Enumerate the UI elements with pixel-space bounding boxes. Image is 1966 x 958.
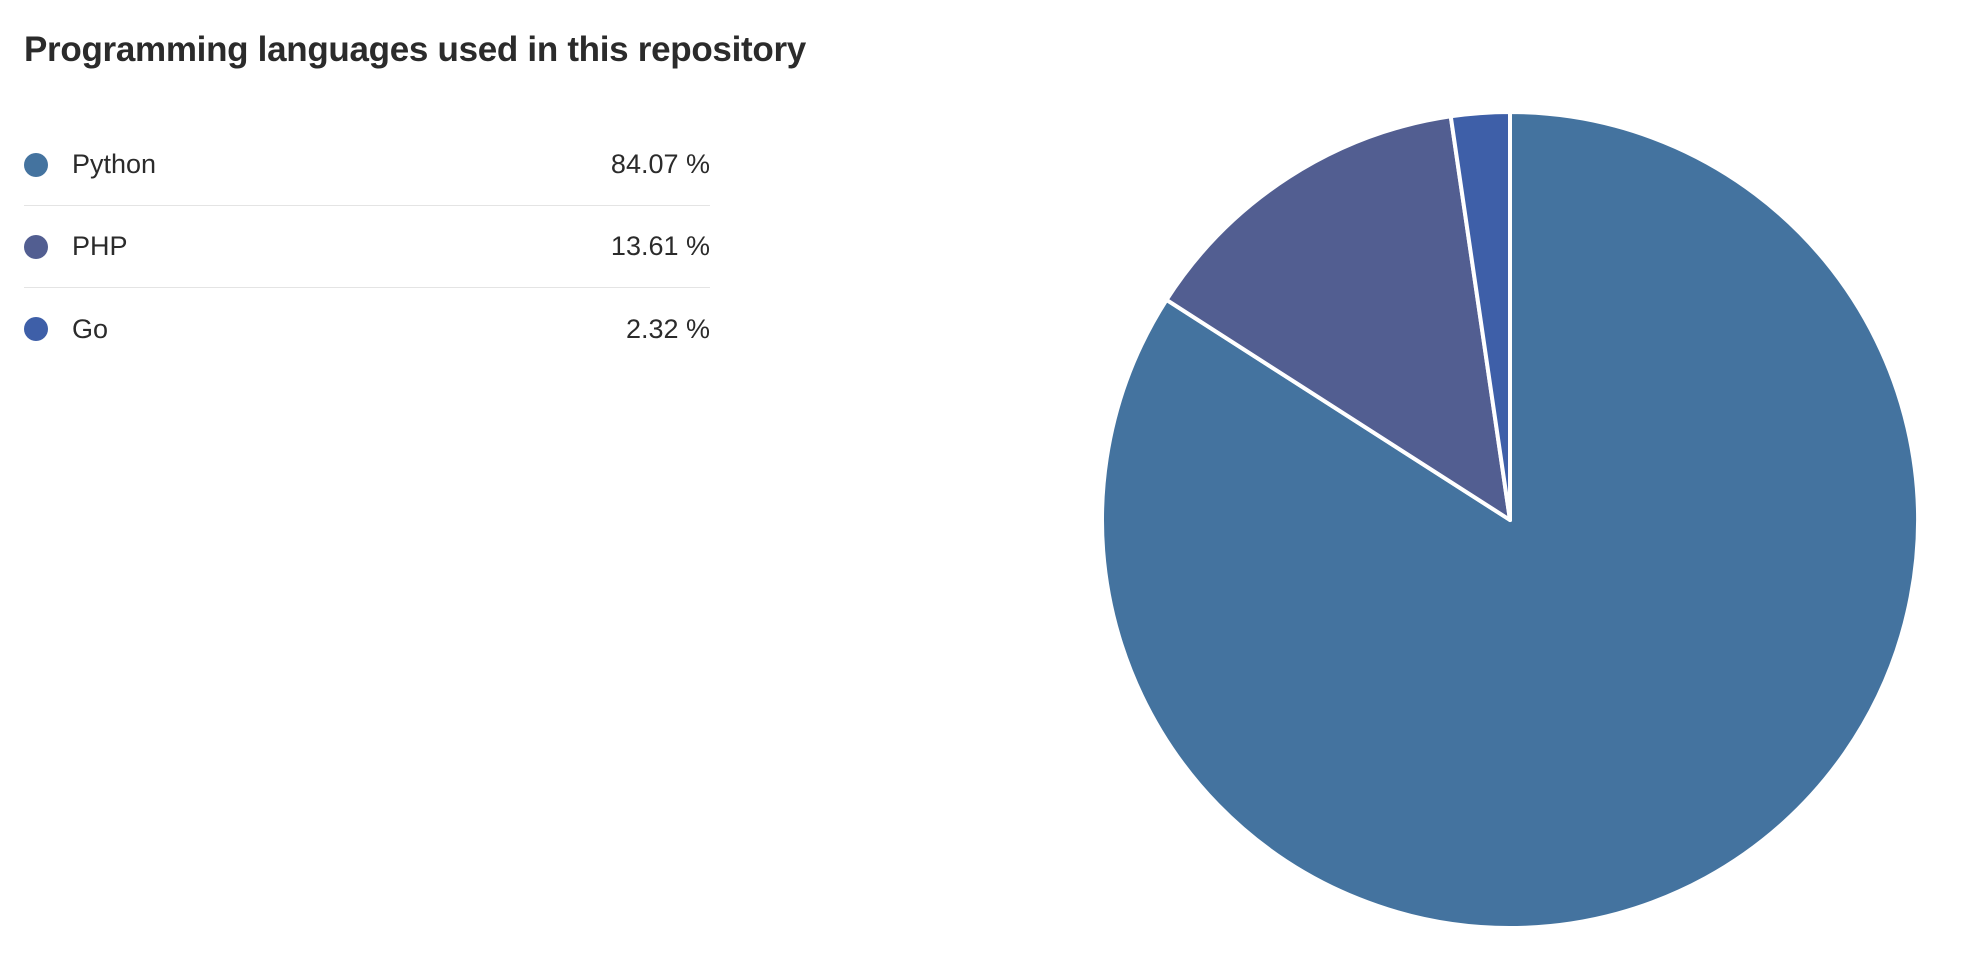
legend-label-go: Go: [72, 313, 109, 344]
pie-slice-python[interactable]: [1100, 110, 1920, 930]
legend-item-go: Go 2.32 %: [24, 288, 710, 370]
pie-slice-go[interactable]: [1448, 110, 1512, 522]
legend-item-python: Python 84.07 %: [24, 124, 710, 206]
pie-slice-php[interactable]: [1164, 114, 1512, 522]
chart-title: Programming languages used in this repos…: [24, 30, 806, 69]
legend: Python 84.07 % PHP 13.61 % Go 2.32 %: [24, 124, 710, 370]
legend-item-php: PHP 13.61 %: [24, 206, 710, 288]
legend-swatch-php: [24, 234, 48, 259]
legend-swatch-go: [24, 317, 48, 341]
legend-value-go: 2.32 %: [625, 313, 710, 344]
legend-value-php: 13.61 %: [610, 231, 710, 261]
legend-label-php: PHP: [72, 231, 128, 261]
legend-label-python: Python: [72, 149, 157, 179]
pie-chart-svg: [1100, 110, 1920, 930]
legend-value-python: 84.07 %: [610, 149, 710, 179]
legend-swatch-python: [24, 152, 48, 177]
pie-chart: [1100, 110, 1920, 930]
